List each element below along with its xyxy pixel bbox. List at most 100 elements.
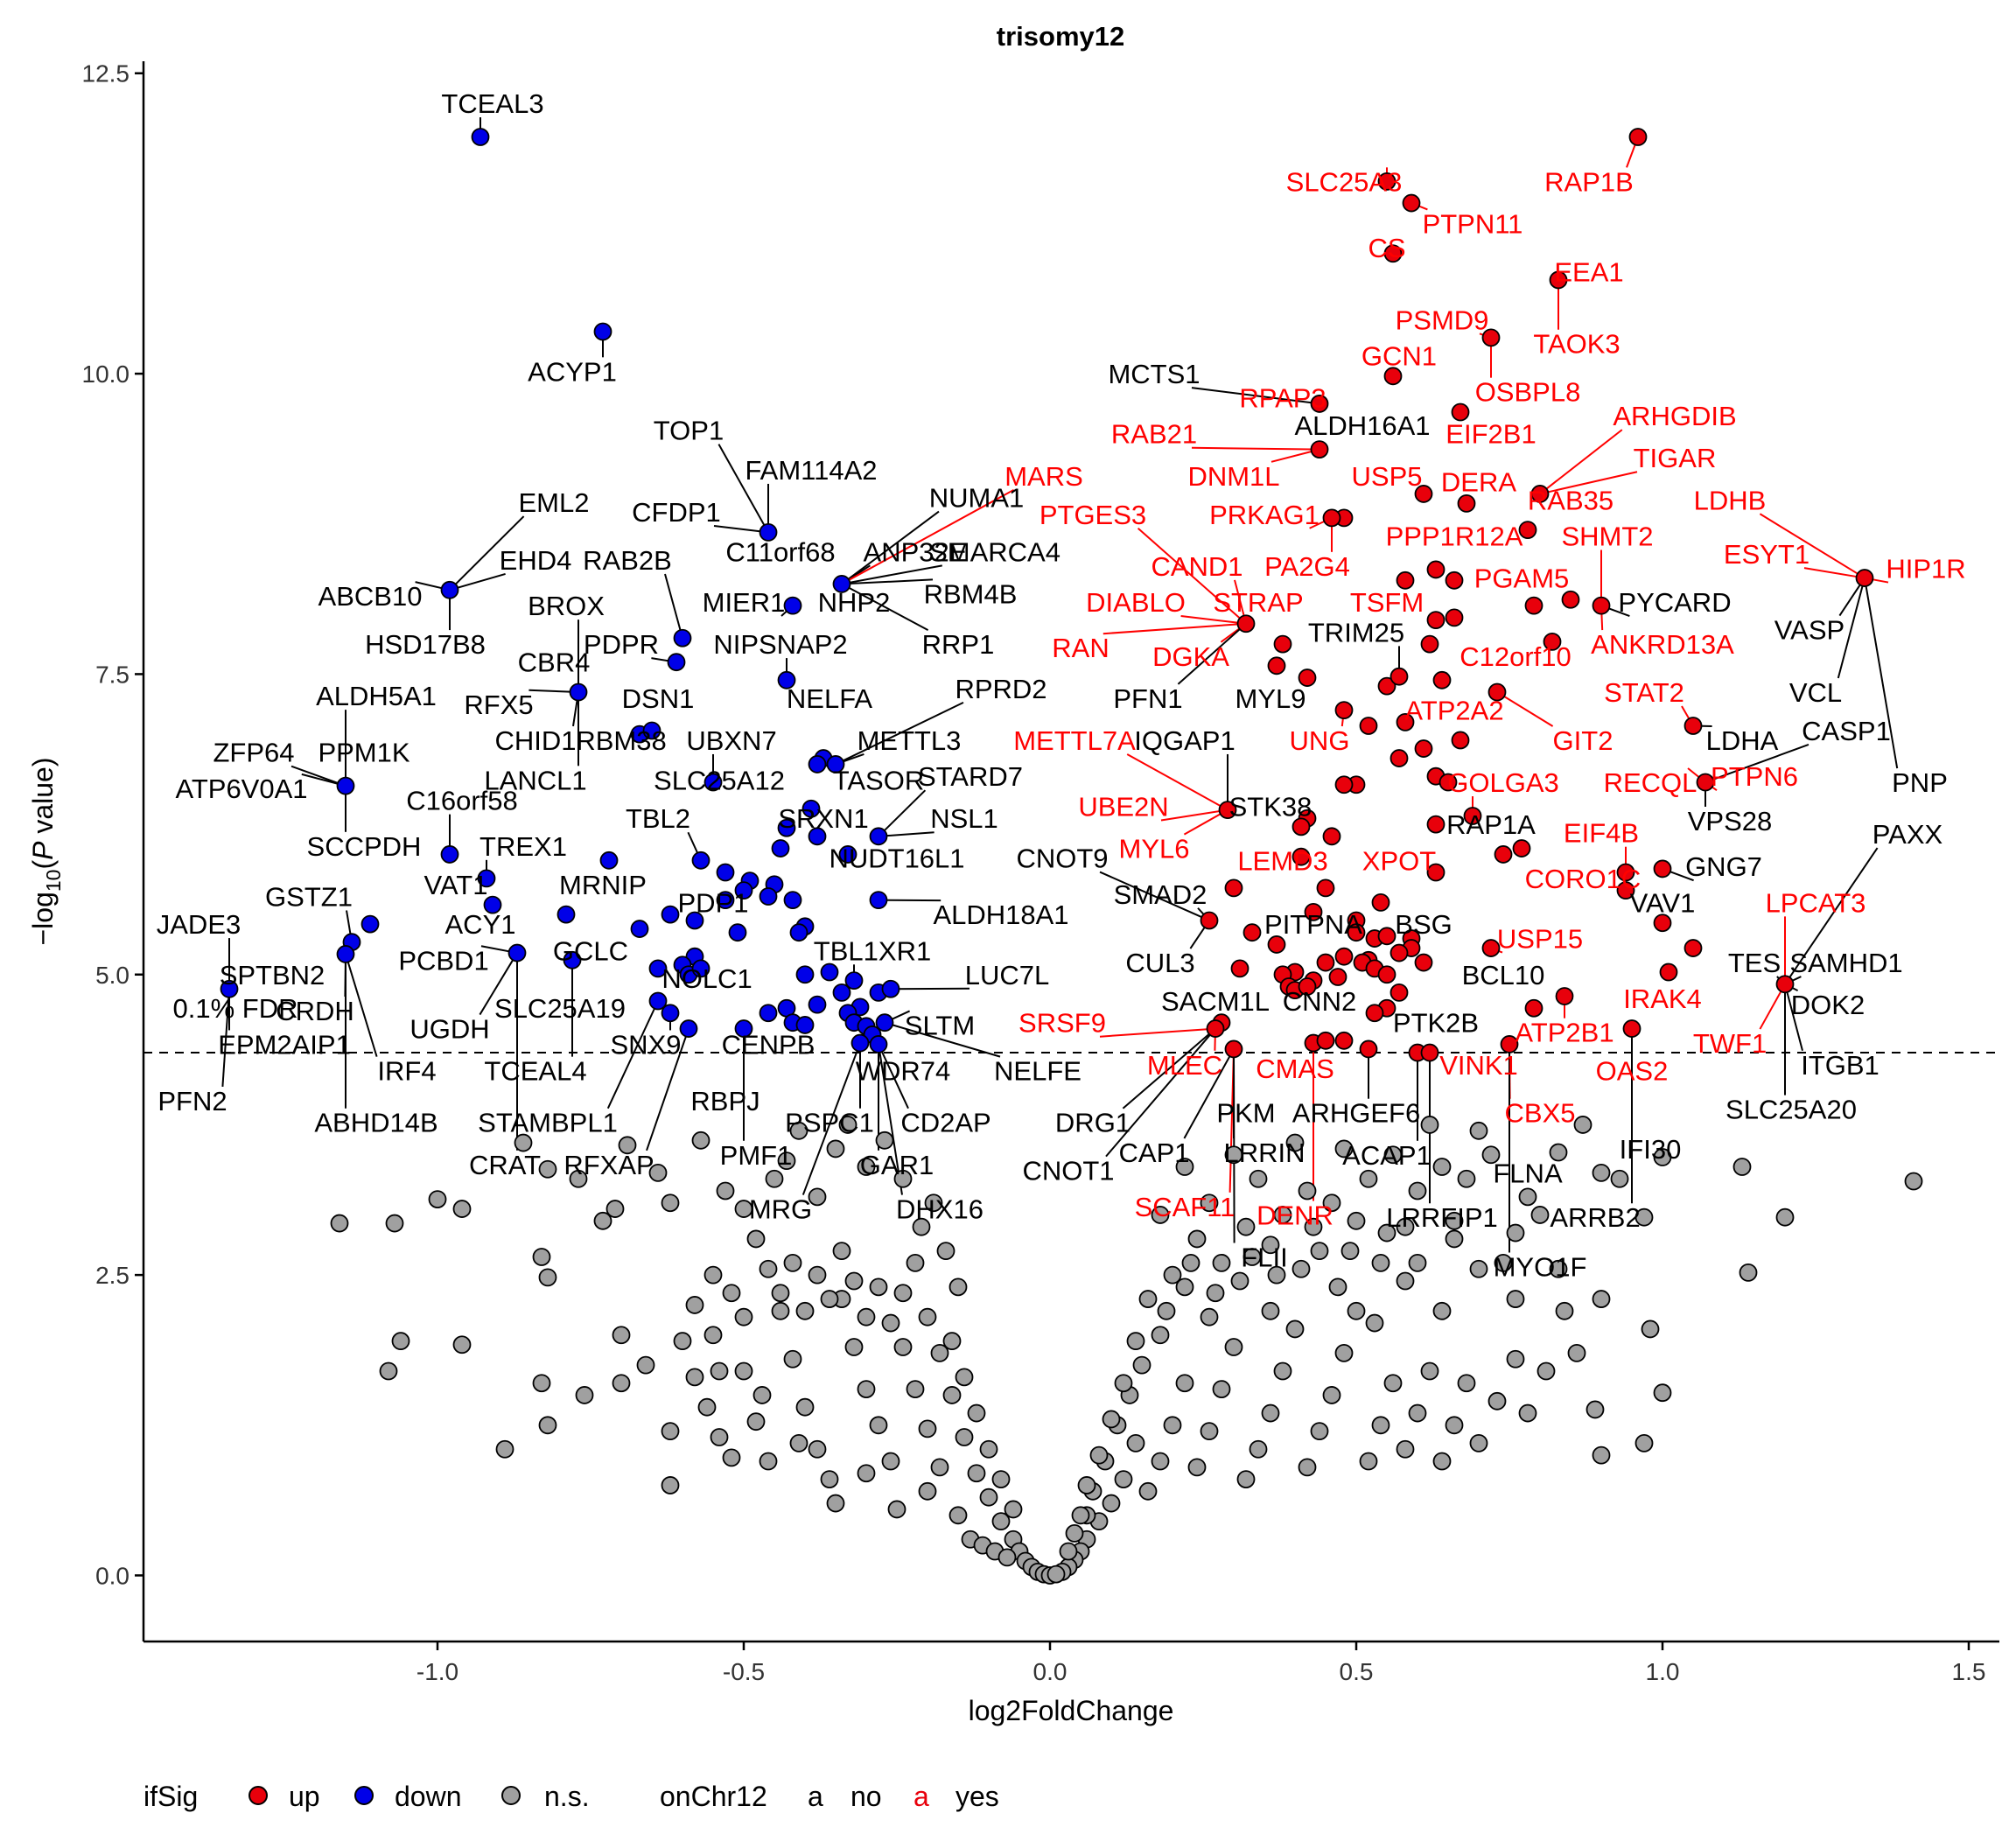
point-ns [618, 1136, 637, 1155]
point-up [1414, 485, 1433, 503]
point-ns [1157, 1301, 1176, 1320]
point-ns [1334, 1343, 1354, 1362]
gene-label: RAP1A [1446, 809, 1536, 840]
gene-label: SCAF11 [1135, 1192, 1236, 1222]
gene-label: MRNIP [559, 870, 647, 900]
point-up [1377, 927, 1396, 946]
point-up [1426, 863, 1446, 882]
point-ns [1151, 1452, 1170, 1471]
gene-label: CS [1368, 233, 1405, 263]
gene-label: PRKAG1 [1209, 500, 1320, 530]
point-ns [1163, 1265, 1182, 1284]
point-down [336, 776, 355, 795]
gene-label: TCEAL4 [484, 1056, 586, 1087]
point-down [648, 959, 668, 978]
gene-label: LRRIN [1223, 1138, 1305, 1168]
label-connector [1183, 1048, 1235, 1139]
point-ns [746, 1412, 766, 1432]
point-ns [734, 1200, 753, 1218]
gene-label: CUL3 [1125, 948, 1194, 978]
point-ns [942, 1332, 962, 1351]
legend-key-down [354, 1786, 374, 1805]
point-ns [967, 1404, 986, 1423]
point-ns [1322, 1386, 1341, 1404]
point-ns [979, 1488, 998, 1507]
point-ns [1371, 1416, 1390, 1435]
gene-label: CAP1 [1119, 1138, 1190, 1168]
gene-label: IRAK4 [1623, 984, 1702, 1014]
label-connector [835, 702, 964, 766]
point-down [563, 950, 582, 970]
point-ns [998, 1548, 1017, 1567]
point-ns [1536, 1362, 1556, 1381]
point-ns [1518, 1404, 1537, 1423]
point-up [1696, 773, 1715, 792]
label-connector [1102, 622, 1247, 635]
gene-label: ATP2A2 [1404, 696, 1503, 726]
point-down [642, 721, 662, 740]
gene-label: NHP2 [818, 587, 891, 618]
gene-label: PITPNA [1264, 909, 1362, 940]
gene-label: ESYT1 [1724, 539, 1810, 570]
gene-label: MIER1 [703, 587, 786, 618]
point-ns [673, 1332, 692, 1351]
point-ns [1432, 1452, 1452, 1471]
point-ns [1408, 1181, 1427, 1200]
point-up [1653, 914, 1672, 933]
legend-label-down: down [395, 1781, 462, 1812]
point-up [1328, 968, 1348, 986]
point-ns [1518, 1187, 1537, 1207]
gene-label: PSMD9 [1396, 304, 1489, 335]
point-ns [710, 1362, 729, 1381]
point-ns [330, 1214, 349, 1233]
gene-label: ALDH5A1 [316, 681, 437, 711]
point-ns [1310, 1422, 1329, 1441]
gene-label: SLC25A12 [654, 765, 785, 795]
point-ns [379, 1362, 398, 1381]
point-up [1334, 947, 1354, 966]
gene-label: ATP2B1 [1515, 1018, 1614, 1048]
point-ns [771, 1301, 790, 1320]
point-ns [1059, 1542, 1078, 1561]
gene-label: RBM38 [576, 725, 666, 756]
gene-label: SLC25A19 [494, 993, 626, 1024]
point-up [1500, 1035, 1519, 1054]
point-ns [942, 1386, 962, 1404]
point-ns [1445, 1416, 1464, 1435]
point-up [1334, 701, 1354, 720]
gene-label: EIF2B1 [1446, 419, 1536, 450]
point-down [508, 943, 527, 962]
gene-label: SLTM [905, 1010, 975, 1040]
point-ns [893, 1169, 913, 1188]
gene-label: ACY1 [445, 909, 516, 940]
gene-label: STAT2 [1604, 677, 1684, 708]
point-ns [955, 1428, 974, 1446]
gene-label: CRDH [276, 996, 354, 1026]
point-down [471, 128, 490, 146]
point-ns [538, 1416, 557, 1435]
point-ns [838, 1116, 858, 1134]
point-ns [948, 1278, 968, 1297]
chart-title: trisomy12 [997, 21, 1124, 52]
point-ns [1126, 1433, 1145, 1452]
point-ns [1359, 1452, 1378, 1471]
point-ns [1432, 1158, 1452, 1176]
y-tick-label: 5.0 [95, 962, 130, 989]
gene-label: STK38 [1229, 791, 1312, 822]
point-up [1426, 560, 1446, 579]
label-connector [1759, 513, 1866, 579]
point-ns [1567, 1343, 1586, 1362]
gene-label: SLC25A20 [1726, 1095, 1857, 1125]
point-ns [575, 1386, 594, 1404]
point-down [808, 827, 827, 846]
y-tick-label: 0.0 [95, 1562, 130, 1589]
gene-label: NIPSNAP2 [713, 629, 847, 660]
point-ns [1249, 1439, 1268, 1459]
gene-label: PTPN11 [1423, 208, 1523, 239]
point-up [1451, 402, 1470, 422]
point-up [1334, 1031, 1354, 1050]
gene-label: CORO1C [1525, 864, 1642, 894]
label-connector [1784, 847, 1879, 985]
gene-label: SRSF9 [1018, 1008, 1106, 1039]
point-down [734, 881, 753, 900]
